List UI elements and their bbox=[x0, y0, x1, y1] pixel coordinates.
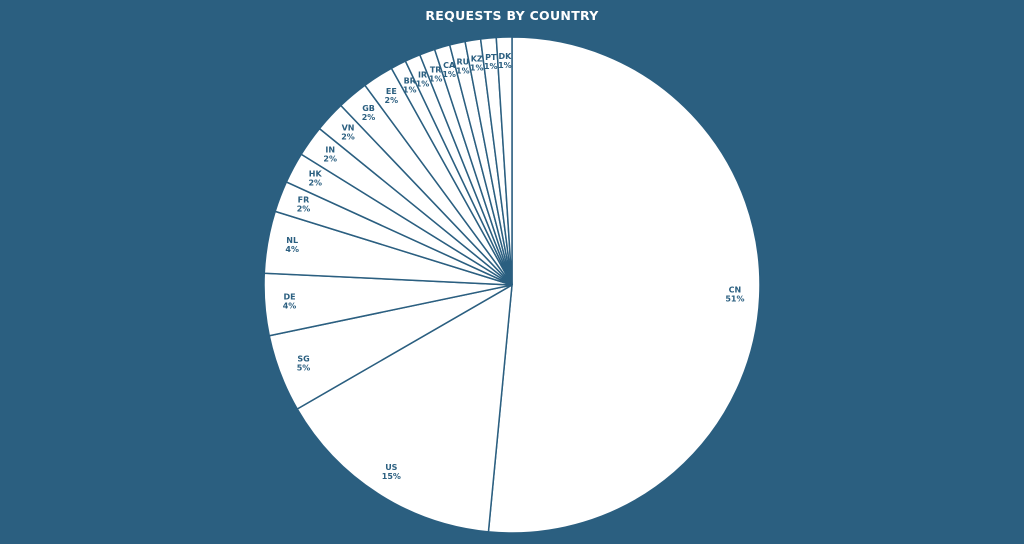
slice-country-label: CA bbox=[443, 61, 456, 70]
slice-country-label: RU bbox=[456, 57, 469, 66]
slice-country-label: HK bbox=[309, 170, 323, 179]
slice-country-label: NL bbox=[286, 236, 298, 245]
slice-percent-label: 4% bbox=[283, 302, 297, 311]
slice-percent-label: 1% bbox=[429, 74, 443, 83]
slice-country-label: DE bbox=[283, 293, 295, 302]
slice-country-label: IR bbox=[418, 71, 427, 80]
slice-country-label: PT bbox=[485, 53, 497, 62]
slice-country-label: TR bbox=[430, 65, 442, 74]
slice-country-label: US bbox=[385, 463, 397, 472]
slice-percent-label: 1% bbox=[403, 86, 417, 95]
slice-country-label: BR bbox=[404, 77, 416, 86]
pie-slice-us bbox=[296, 283, 513, 533]
slice-percent-label: 1% bbox=[416, 80, 430, 89]
slice-percent-label: 15% bbox=[382, 472, 401, 481]
slice-country-label: DK bbox=[498, 52, 512, 61]
slice-percent-label: 1% bbox=[484, 62, 498, 71]
slice-country-label: SG bbox=[297, 355, 309, 364]
slice-percent-label: 1% bbox=[470, 64, 484, 73]
slice-percent-label: 2% bbox=[385, 96, 399, 105]
slice-country-label: KZ bbox=[471, 55, 483, 64]
slice-country-label: VN bbox=[342, 124, 355, 133]
slice-percent-label: 1% bbox=[498, 61, 512, 70]
slice-percent-label: 1% bbox=[456, 66, 470, 75]
slice-percent-label: 4% bbox=[285, 245, 299, 254]
pie-slice-dk bbox=[495, 36, 513, 286]
slice-percent-label: 51% bbox=[725, 295, 744, 304]
slice-percent-label: 5% bbox=[297, 364, 311, 373]
slice-percent-label: 2% bbox=[308, 179, 322, 188]
slice-percent-label: 2% bbox=[297, 204, 311, 213]
slice-percent-label: 2% bbox=[362, 113, 376, 122]
pie-slice-cn bbox=[487, 36, 761, 534]
chart-title: REQUESTS BY COUNTRY bbox=[425, 8, 599, 23]
slice-country-label: FR bbox=[298, 195, 310, 204]
slice-country-label: CN bbox=[729, 286, 742, 295]
slice-percent-label: 2% bbox=[323, 155, 337, 164]
slice-percent-label: 2% bbox=[341, 133, 355, 142]
slice-country-label: EE bbox=[386, 87, 397, 96]
slice-percent-label: 1% bbox=[442, 70, 456, 79]
slice-country-label: GB bbox=[362, 104, 375, 113]
slice-country-label: IN bbox=[325, 146, 335, 155]
